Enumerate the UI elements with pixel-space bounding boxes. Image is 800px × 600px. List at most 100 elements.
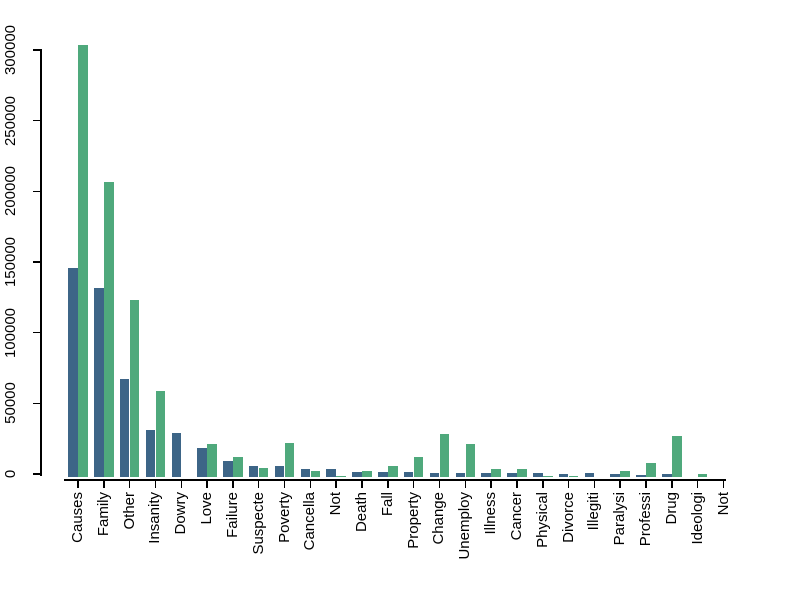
x-tick	[567, 481, 570, 488]
y-axis-line	[40, 49, 42, 476]
x-tick	[77, 481, 79, 488]
x-axis-category-label: Unemploy	[456, 492, 474, 560]
bar-series-green-professi	[646, 462, 656, 477]
x-tick	[103, 481, 105, 488]
bar-series-green-unemploy	[465, 443, 476, 477]
bar-series-blue-insanity	[145, 430, 156, 477]
x-axis-category-label: Illegiti	[585, 492, 603, 531]
x-axis-category-label: Fall	[378, 492, 396, 517]
x-axis-category-label: Poverty	[275, 492, 293, 543]
x-tick	[722, 481, 725, 488]
y-tick	[33, 331, 40, 334]
bar-series-green-love	[207, 443, 217, 477]
bar-series-blue-poverty	[274, 465, 285, 477]
bar-series-blue-illness	[481, 473, 491, 477]
x-tick	[516, 481, 518, 488]
x-axis-category-label: Not	[327, 492, 345, 516]
bar-series-blue-not	[326, 469, 336, 477]
bar-series-blue-divorce	[558, 474, 569, 477]
x-axis-category-label: Other	[120, 492, 138, 530]
bar-series-blue-physical	[533, 472, 543, 477]
x-tick	[438, 481, 441, 488]
bar-series-blue-family	[94, 287, 104, 477]
x-tick	[283, 481, 286, 488]
bar-series-green-divorce	[568, 476, 579, 477]
x-axis-category-label: Causes	[69, 492, 86, 543]
bar-series-blue-other	[119, 379, 130, 477]
bar-series-blue-death	[352, 472, 362, 477]
x-axis-category-label: Property	[404, 492, 422, 549]
bar-series-green-property	[413, 457, 424, 477]
x-axis-category-label: Professi	[637, 492, 655, 547]
bar-series-blue-causes	[68, 267, 78, 477]
bar-series-blue-cancella	[300, 468, 311, 477]
x-tick	[464, 481, 467, 488]
bar-series-green-change	[439, 433, 450, 477]
x-axis-category-label: Physical	[533, 492, 551, 548]
bar-series-blue-fall	[378, 472, 388, 477]
bar-series-green-illness	[491, 469, 501, 477]
bar-series-blue-unemploy	[455, 472, 466, 477]
x-tick	[593, 481, 596, 488]
x-axis-category-label: Failure	[223, 492, 241, 538]
bar-series-green-drug	[672, 436, 682, 477]
bar-series-green-not	[336, 475, 346, 477]
bar-series-green-death	[362, 470, 372, 477]
bar-series-green-other	[129, 299, 140, 477]
x-axis-category-label: Divorce	[559, 492, 577, 543]
x-axis-category-label: Ideologi	[688, 492, 706, 545]
bar-series-green-physical	[543, 475, 553, 477]
x-axis-category-label: Love	[198, 492, 216, 525]
y-tick	[33, 261, 40, 263]
x-axis-category-label: Death	[353, 492, 371, 533]
x-axis-category-label: Insanity	[146, 492, 164, 544]
bar-series-blue-change	[429, 472, 440, 477]
bar-series-green-cancer	[517, 469, 527, 477]
x-axis-line	[64, 479, 726, 481]
x-tick	[671, 481, 673, 488]
x-axis-category-label: Cancer	[507, 492, 525, 541]
x-axis-category-label: Change	[430, 492, 448, 545]
x-tick	[696, 481, 699, 488]
x-tick	[619, 481, 621, 488]
bar-series-green-causes	[78, 45, 88, 477]
x-tick	[542, 481, 544, 488]
bar-series-blue-dowry	[171, 433, 182, 477]
bar-series-blue-illegiti	[584, 473, 595, 477]
x-axis-category-label: Cancella	[301, 492, 319, 551]
bar-series-blue-suspecte	[248, 466, 259, 477]
x-tick	[645, 481, 647, 488]
bar-series-green-insanity	[155, 390, 166, 477]
bar-series-green-paralysi	[620, 470, 630, 477]
x-tick	[154, 481, 157, 488]
x-axis-category-label: Illness	[482, 492, 500, 535]
bar-series-green-failure	[233, 456, 243, 477]
bar-series-green-ideologi	[697, 474, 708, 477]
bar-series-blue-professi	[636, 474, 646, 477]
x-tick	[412, 481, 415, 488]
y-tick	[33, 402, 40, 405]
x-axis-category-label: Drug	[662, 492, 680, 525]
y-tick	[33, 190, 40, 193]
bar-series-green-cancella	[310, 471, 321, 477]
bar-series-green-suspecte	[258, 467, 269, 477]
x-tick	[309, 481, 312, 488]
x-tick	[387, 481, 389, 488]
x-tick	[232, 481, 234, 488]
x-tick	[335, 481, 337, 488]
bar-series-green-poverty	[284, 443, 295, 477]
bar-series-blue-failure	[223, 460, 233, 477]
x-axis-category-label: Suspecte	[249, 492, 267, 555]
bar-series-blue-love	[197, 448, 207, 477]
bar-series-green-fall	[388, 466, 398, 477]
x-tick	[257, 481, 260, 488]
bar-series-blue-property	[403, 472, 414, 477]
bar-series-blue-cancer	[507, 472, 517, 477]
x-axis-category-label: Family	[94, 492, 112, 537]
x-tick	[128, 481, 131, 488]
x-axis-category-label: Paralysi	[611, 492, 629, 546]
y-axis-tick-label: 300000	[2, 24, 19, 76]
bar-series-blue-paralysi	[610, 474, 620, 477]
y-tick	[33, 49, 40, 51]
